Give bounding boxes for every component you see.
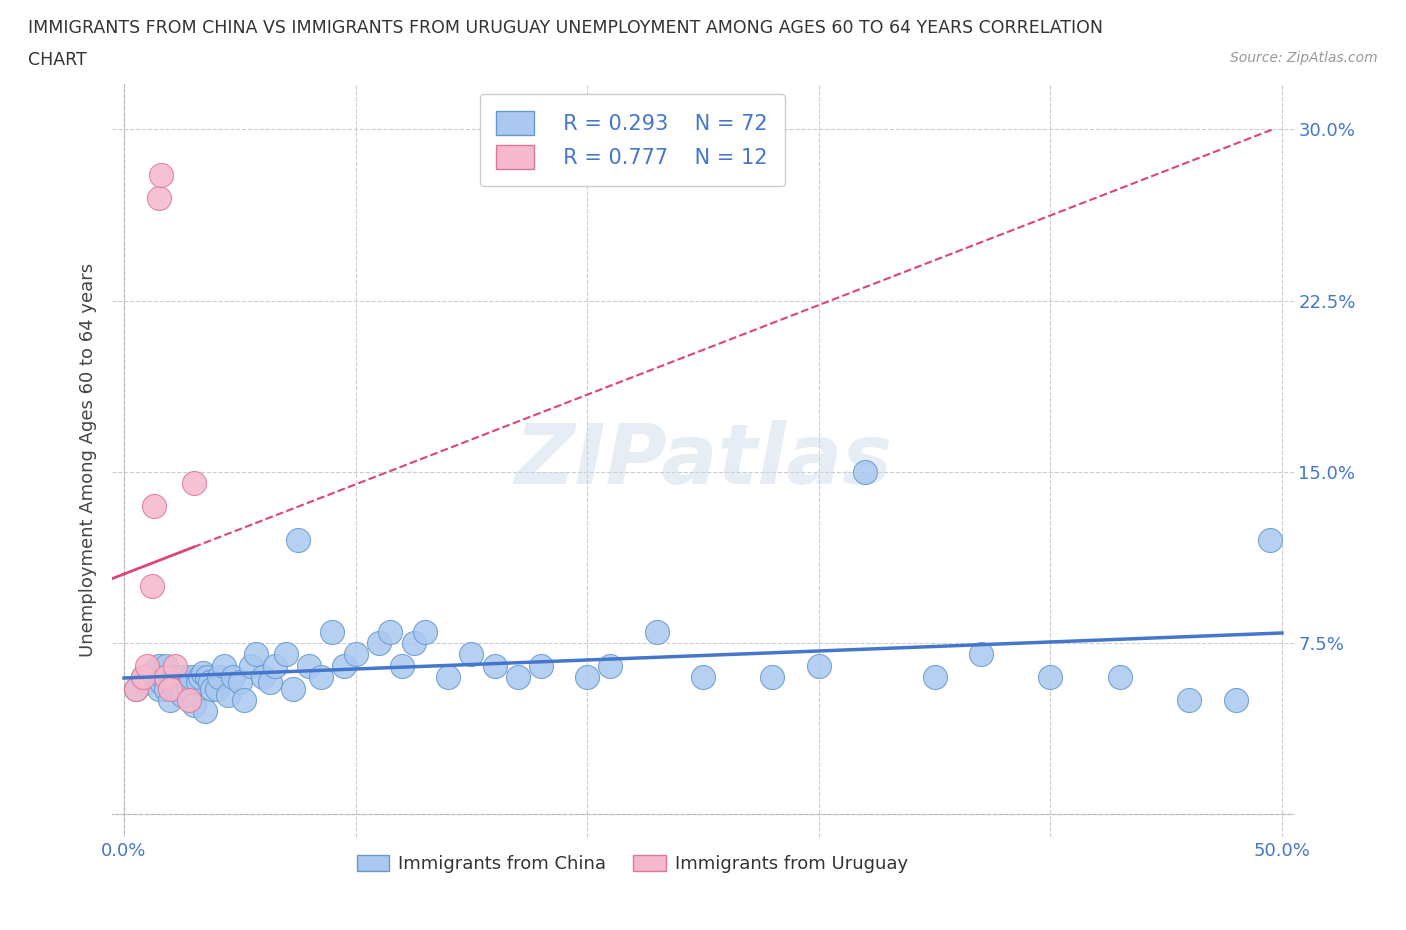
- Point: [159, 693, 181, 708]
- Point: [576, 670, 599, 684]
- Text: CHART: CHART: [28, 51, 87, 69]
- Point: [970, 647, 993, 662]
- Point: [1178, 693, 1201, 708]
- Point: [176, 674, 198, 689]
- Point: [233, 693, 256, 708]
- Point: [173, 670, 195, 684]
- Point: [245, 647, 267, 662]
- Point: [150, 167, 173, 182]
- Point: [183, 698, 205, 712]
- Text: Source: ZipAtlas.com: Source: ZipAtlas.com: [1230, 51, 1378, 65]
- Point: [124, 681, 146, 696]
- Point: [380, 624, 402, 639]
- Point: [437, 670, 460, 684]
- Point: [692, 670, 714, 684]
- Point: [333, 658, 356, 673]
- Point: [287, 533, 309, 548]
- Point: [194, 704, 217, 719]
- Text: ZIPatlas: ZIPatlas: [515, 419, 891, 501]
- Point: [344, 647, 367, 662]
- Point: [321, 624, 343, 639]
- Point: [924, 670, 946, 684]
- Point: [1039, 670, 1062, 684]
- Point: [183, 476, 205, 491]
- Point: [402, 635, 425, 650]
- Point: [136, 674, 159, 689]
- Point: [460, 647, 482, 662]
- Point: [155, 670, 177, 684]
- Legend: Immigrants from China, Immigrants from Uruguay: Immigrants from China, Immigrants from U…: [349, 848, 915, 881]
- Point: [222, 670, 245, 684]
- Text: IMMIGRANTS FROM CHINA VS IMMIGRANTS FROM URUGUAY UNEMPLOYMENT AMONG AGES 60 TO 6: IMMIGRANTS FROM CHINA VS IMMIGRANTS FROM…: [28, 19, 1104, 36]
- Point: [807, 658, 830, 673]
- Point: [208, 670, 231, 684]
- Point: [187, 674, 209, 689]
- Point: [155, 681, 177, 696]
- Point: [159, 681, 181, 696]
- Point: [150, 674, 173, 689]
- Point: [212, 658, 235, 673]
- Point: [148, 681, 170, 696]
- Point: [205, 681, 228, 696]
- Point: [198, 674, 221, 689]
- Point: [177, 693, 200, 708]
- Point: [240, 658, 263, 673]
- Point: [645, 624, 668, 639]
- Point: [162, 674, 184, 689]
- Point: [163, 658, 186, 673]
- Point: [391, 658, 413, 673]
- Point: [252, 670, 274, 684]
- Point: [166, 670, 188, 684]
- Point: [152, 670, 174, 684]
- Point: [131, 670, 153, 684]
- Point: [281, 681, 304, 696]
- Point: [177, 681, 200, 696]
- Point: [1108, 670, 1130, 684]
- Point: [853, 464, 876, 479]
- Point: [413, 624, 436, 639]
- Point: [180, 670, 202, 684]
- Y-axis label: Unemployment Among Ages 60 to 64 years: Unemployment Among Ages 60 to 64 years: [79, 263, 97, 658]
- Point: [170, 688, 193, 703]
- Point: [367, 635, 389, 650]
- Point: [190, 670, 212, 684]
- Point: [217, 688, 239, 703]
- Point: [506, 670, 529, 684]
- Point: [136, 658, 159, 673]
- Point: [191, 665, 214, 680]
- Point: [229, 674, 252, 689]
- Point: [530, 658, 553, 673]
- Point: [124, 681, 146, 696]
- Point: [599, 658, 621, 673]
- Point: [201, 681, 224, 696]
- Point: [131, 670, 153, 684]
- Point: [148, 191, 170, 206]
- Point: [143, 498, 166, 513]
- Point: [148, 658, 170, 673]
- Point: [1225, 693, 1247, 708]
- Point: [197, 670, 219, 684]
- Point: [163, 670, 186, 684]
- Point: [309, 670, 332, 684]
- Point: [141, 578, 163, 593]
- Point: [263, 658, 285, 673]
- Point: [259, 674, 281, 689]
- Point: [276, 647, 298, 662]
- Point: [163, 681, 186, 696]
- Point: [761, 670, 783, 684]
- Point: [1260, 533, 1282, 548]
- Point: [141, 665, 163, 680]
- Point: [155, 658, 177, 673]
- Point: [484, 658, 506, 673]
- Point: [298, 658, 321, 673]
